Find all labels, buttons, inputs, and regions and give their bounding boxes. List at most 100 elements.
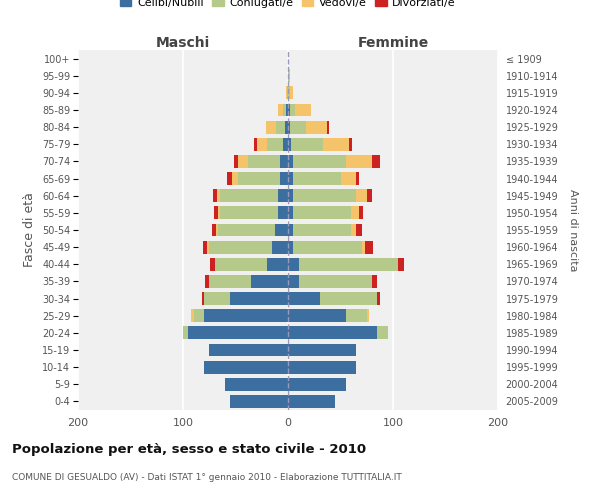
- Bar: [214, 190, 217, 202]
- Bar: [267, 258, 288, 270]
- Text: Popolazione per età, sesso e stato civile - 2010: Popolazione per età, sesso e stato civil…: [12, 442, 366, 456]
- Bar: [356, 224, 361, 236]
- Bar: [288, 275, 299, 288]
- Bar: [288, 224, 293, 236]
- Bar: [267, 138, 283, 150]
- Bar: [183, 326, 188, 340]
- Bar: [288, 378, 346, 390]
- Bar: [288, 190, 293, 202]
- Bar: [293, 155, 346, 168]
- Bar: [377, 326, 388, 340]
- Bar: [205, 275, 209, 288]
- Bar: [288, 360, 356, 374]
- Bar: [204, 360, 288, 374]
- Bar: [218, 206, 220, 220]
- Bar: [275, 224, 288, 236]
- Bar: [288, 155, 293, 168]
- Bar: [293, 190, 356, 202]
- Bar: [225, 378, 288, 390]
- Bar: [293, 206, 351, 220]
- Bar: [320, 292, 377, 305]
- Bar: [288, 395, 335, 408]
- Bar: [277, 104, 283, 117]
- Y-axis label: Fasce di età: Fasce di età: [23, 192, 37, 268]
- Bar: [306, 120, 327, 134]
- Bar: [290, 104, 295, 117]
- Text: COMUNE DI GESUALDO (AV) - Dati ISTAT 1° gennaio 2010 - Elaborazione TUTTITALIA.I: COMUNE DI GESUALDO (AV) - Dati ISTAT 1° …: [12, 472, 402, 482]
- Bar: [272, 240, 288, 254]
- Bar: [288, 240, 293, 254]
- Bar: [289, 70, 290, 82]
- Bar: [215, 224, 218, 236]
- Bar: [293, 172, 341, 185]
- Bar: [293, 240, 361, 254]
- Bar: [288, 172, 293, 185]
- Bar: [365, 240, 373, 254]
- Bar: [283, 104, 286, 117]
- Bar: [299, 258, 398, 270]
- Bar: [188, 326, 288, 340]
- Bar: [277, 206, 288, 220]
- Bar: [288, 258, 299, 270]
- Bar: [211, 258, 215, 270]
- Bar: [367, 310, 369, 322]
- Bar: [367, 190, 372, 202]
- Bar: [295, 104, 311, 117]
- Text: Femmine: Femmine: [358, 36, 428, 50]
- Bar: [215, 258, 267, 270]
- Bar: [248, 155, 280, 168]
- Bar: [277, 120, 285, 134]
- Bar: [254, 138, 257, 150]
- Bar: [290, 86, 293, 100]
- Bar: [341, 172, 356, 185]
- Bar: [257, 138, 267, 150]
- Bar: [280, 155, 288, 168]
- Bar: [232, 172, 238, 185]
- Bar: [215, 206, 218, 220]
- Bar: [288, 120, 290, 134]
- Bar: [288, 70, 289, 82]
- Bar: [207, 240, 209, 254]
- Bar: [346, 155, 372, 168]
- Bar: [193, 310, 204, 322]
- Bar: [346, 310, 367, 322]
- Bar: [372, 275, 377, 288]
- Bar: [351, 224, 356, 236]
- Bar: [209, 344, 288, 356]
- Bar: [351, 206, 359, 220]
- Bar: [203, 240, 207, 254]
- Bar: [220, 190, 277, 202]
- Bar: [287, 86, 288, 100]
- Bar: [323, 138, 349, 150]
- Bar: [204, 292, 230, 305]
- Bar: [209, 275, 251, 288]
- Bar: [227, 172, 232, 185]
- Bar: [372, 155, 380, 168]
- Bar: [299, 275, 372, 288]
- Bar: [356, 172, 359, 185]
- Bar: [290, 120, 306, 134]
- Bar: [288, 310, 346, 322]
- Bar: [220, 206, 277, 220]
- Bar: [204, 310, 288, 322]
- Bar: [288, 206, 293, 220]
- Bar: [285, 120, 288, 134]
- Bar: [280, 172, 288, 185]
- Bar: [349, 138, 352, 150]
- Bar: [356, 190, 367, 202]
- Bar: [288, 86, 290, 100]
- Bar: [251, 275, 288, 288]
- Bar: [359, 206, 362, 220]
- Bar: [238, 172, 280, 185]
- Bar: [327, 120, 329, 134]
- Bar: [288, 138, 291, 150]
- Bar: [277, 190, 288, 202]
- Bar: [230, 395, 288, 408]
- Text: Maschi: Maschi: [156, 36, 210, 50]
- Bar: [191, 310, 193, 322]
- Bar: [217, 190, 220, 202]
- Bar: [235, 155, 238, 168]
- Bar: [212, 224, 215, 236]
- Bar: [377, 292, 380, 305]
- Bar: [361, 240, 365, 254]
